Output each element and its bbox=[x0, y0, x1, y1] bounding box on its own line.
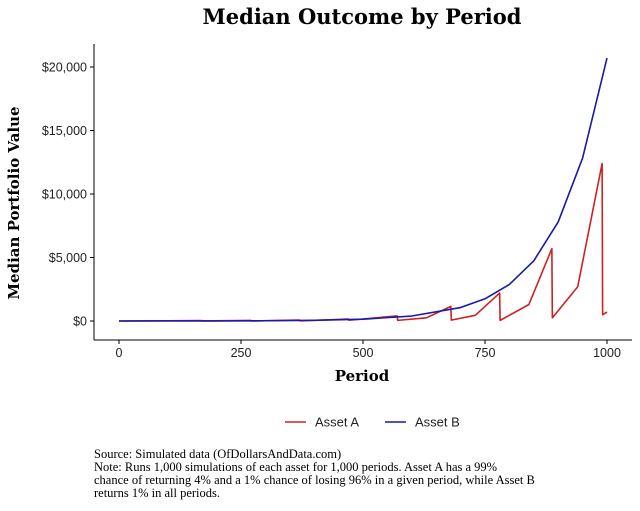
chart-caption: Source: Simulated data (OfDollarsAndData… bbox=[94, 448, 624, 500]
legend-label-asset-a: Asset A bbox=[315, 415, 359, 430]
series-line-asset-b bbox=[118, 57, 608, 322]
x-tick-label: 0 bbox=[116, 346, 123, 360]
y-tick-label: $10,000 bbox=[42, 188, 87, 202]
caption-source: Source: Simulated data (OfDollarsAndData… bbox=[94, 447, 342, 461]
y-tick-label: $20,000 bbox=[42, 61, 87, 75]
x-axis-ticks: 0 250 500 750 1000 bbox=[116, 340, 621, 360]
caption-note-line-1: Note: Runs 1,000 simulations of each ass… bbox=[94, 460, 498, 474]
y-axis-label: Median Portfolio Value bbox=[5, 106, 23, 299]
x-tick-label: 500 bbox=[353, 346, 374, 360]
legend: Asset A Asset B bbox=[285, 415, 460, 430]
legend-label-asset-b: Asset B bbox=[415, 415, 460, 430]
line-chart: Median Outcome by Period Median Portfoli… bbox=[5, 4, 632, 430]
y-tick-label: $15,000 bbox=[42, 124, 87, 138]
caption-note-line-3: returns 1% in all periods. bbox=[94, 486, 221, 500]
y-tick-label: $5,000 bbox=[49, 251, 87, 265]
x-axis-label: Period bbox=[335, 367, 390, 385]
chart-title: Median Outcome by Period bbox=[203, 4, 522, 29]
caption-note-line-2: chance of returning 4% and a 1% chance o… bbox=[94, 473, 535, 487]
series-lines bbox=[118, 57, 608, 322]
x-tick-label: 250 bbox=[231, 346, 252, 360]
y-tick-label: $0 bbox=[73, 315, 87, 329]
x-tick-label: 750 bbox=[475, 346, 496, 360]
y-axis-ticks: $0 $5,000 $10,000 $15,000 $20,000 bbox=[42, 61, 94, 329]
series-line-asset-a bbox=[118, 162, 608, 322]
x-tick-label: 1000 bbox=[593, 346, 621, 360]
